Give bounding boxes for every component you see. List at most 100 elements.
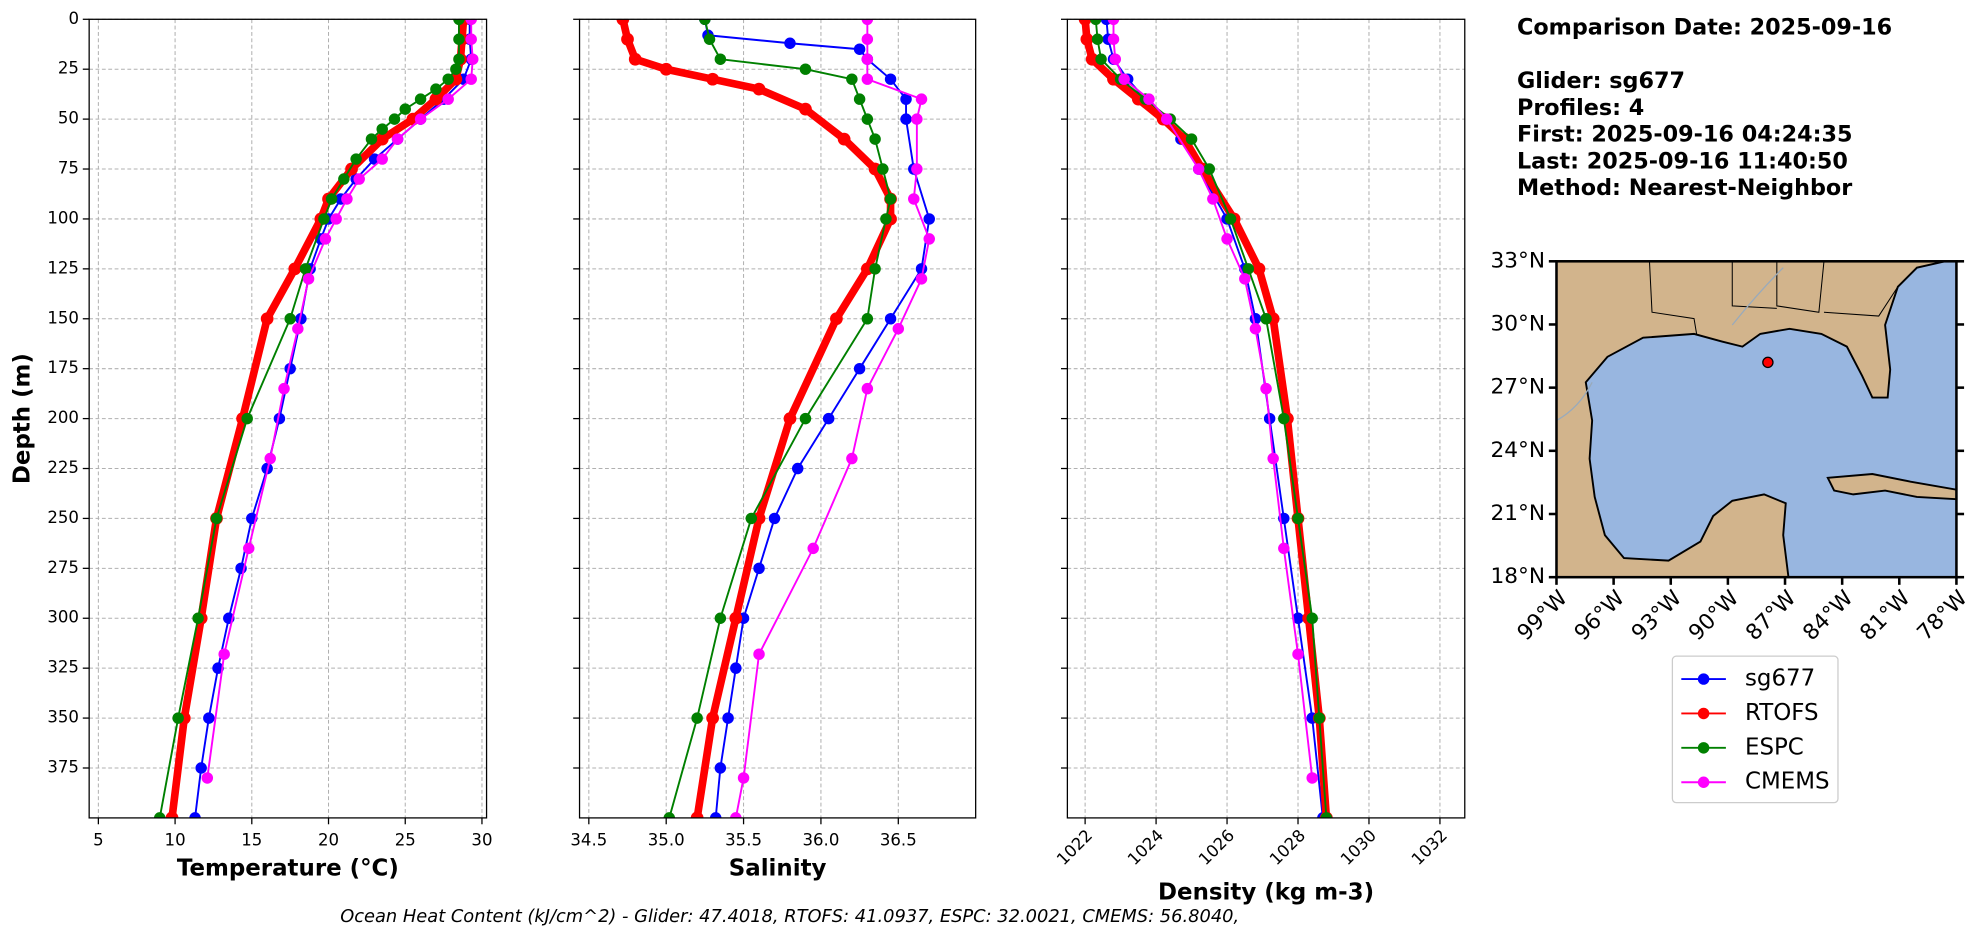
profile-point (892, 323, 905, 335)
x-tick-label: 35.5 (725, 830, 762, 849)
profile-point (189, 812, 201, 818)
panel: 0 25 50 75 100 125 150 175 200 225 250 275 300 325 350… (9, 9, 492, 882)
profile-point (353, 173, 365, 185)
profile-point (1080, 32, 1094, 46)
profile-point (201, 772, 214, 784)
profile-point (1221, 233, 1233, 245)
profile-point (210, 512, 223, 525)
profile-point (1090, 19, 1102, 26)
profile-point (218, 648, 230, 660)
profile-point (241, 412, 253, 425)
profile-point (846, 73, 858, 85)
info-line: First: 2025-09-16 04:24:35 (1517, 122, 1853, 148)
profile-point (376, 153, 388, 165)
profile-point (1278, 412, 1290, 425)
y-tick-label: 200 (47, 408, 79, 427)
profile-point (880, 213, 892, 225)
x-tick-label: 10 (165, 830, 186, 849)
y-axis-label: Depth (m) (9, 353, 35, 484)
y-tick-label: 250 (47, 508, 79, 527)
profile-point (884, 313, 897, 325)
profile-point (154, 812, 166, 818)
profile-point (442, 93, 454, 105)
profile-line (1094, 19, 1328, 818)
profile-point (1078, 19, 1092, 26)
profile-point (923, 213, 935, 225)
profile-point (846, 452, 858, 465)
profile-point (745, 512, 758, 525)
profile-point (853, 362, 866, 375)
map-x-tick-label: 78°W (1913, 586, 1973, 646)
profile-point (465, 19, 477, 26)
profile-line (1081, 19, 1331, 818)
profile-point (195, 762, 207, 774)
profile-point (1242, 263, 1255, 275)
profile-point (1260, 313, 1272, 325)
profile-point (791, 462, 804, 475)
profile-point (706, 711, 719, 725)
profile-point (1252, 262, 1266, 276)
profile-point (783, 412, 797, 425)
profile-point (837, 132, 851, 146)
profile-point (1292, 612, 1304, 624)
map (1555, 260, 1958, 579)
profile-point (884, 193, 897, 205)
water (1584, 261, 1957, 578)
profile-point (1091, 33, 1104, 45)
profile-point (165, 811, 179, 818)
profile-point (284, 313, 296, 325)
profile-point (319, 233, 332, 245)
profile-line (1112, 19, 1314, 779)
profile-point (714, 762, 727, 774)
profile-point (703, 33, 716, 45)
profile-point (264, 452, 276, 465)
profile-point (822, 412, 835, 425)
profile-point (465, 73, 477, 85)
map-y-tick-label: 30°N (1490, 311, 1545, 336)
x-tick-label: 1022 (1053, 826, 1096, 869)
x-tick-label: 5 (93, 830, 104, 849)
y-tick-label: 350 (47, 708, 79, 727)
profile-point (318, 213, 330, 225)
footer: Ocean Heat Content (kJ/cm^2) - Glider: 4… (340, 906, 1239, 927)
profile-point (714, 612, 727, 624)
map-x-tick-label: 93°W (1627, 586, 1687, 646)
profile-point (830, 312, 843, 326)
profile-point (1118, 73, 1130, 85)
profile-point (1192, 163, 1205, 175)
profile-point (690, 811, 704, 818)
panel: 1022 1024 1026 1028 1030 1032 Density (kg m-3) (1053, 18, 1466, 906)
profile-point (659, 62, 673, 76)
profile-point (915, 263, 928, 275)
profile-point (1207, 193, 1219, 205)
profile-line (158, 19, 460, 818)
y-tick-label: 325 (47, 658, 79, 677)
y-tick-label: 100 (47, 208, 79, 227)
profile-point (1185, 133, 1198, 145)
profile-point (1306, 612, 1318, 624)
map-y-tick-label: 33°N (1490, 248, 1545, 273)
x-tick-label: 15 (241, 830, 262, 849)
profile-point (1107, 33, 1120, 45)
profile-point (376, 123, 388, 135)
profile-line (703, 19, 931, 818)
axes-frame (578, 18, 977, 819)
profile-point (709, 812, 722, 818)
profile-point (467, 53, 479, 65)
legend-marker (1697, 776, 1710, 788)
profile-point (861, 33, 874, 45)
series-group (154, 19, 479, 818)
legend-label: CMEMS (1745, 769, 1830, 795)
profile-point (1107, 19, 1120, 26)
profile-point (430, 83, 442, 95)
profile-point (375, 132, 389, 146)
x-tick-label: 35.0 (648, 830, 685, 849)
profile-point (442, 73, 454, 85)
profile-point (172, 712, 184, 724)
profile-point (900, 93, 912, 105)
profile-point (884, 73, 897, 85)
profile-point (260, 312, 274, 326)
profile-point (621, 32, 634, 46)
profile-point (212, 662, 224, 674)
x-tick-label: 36.5 (880, 830, 917, 849)
